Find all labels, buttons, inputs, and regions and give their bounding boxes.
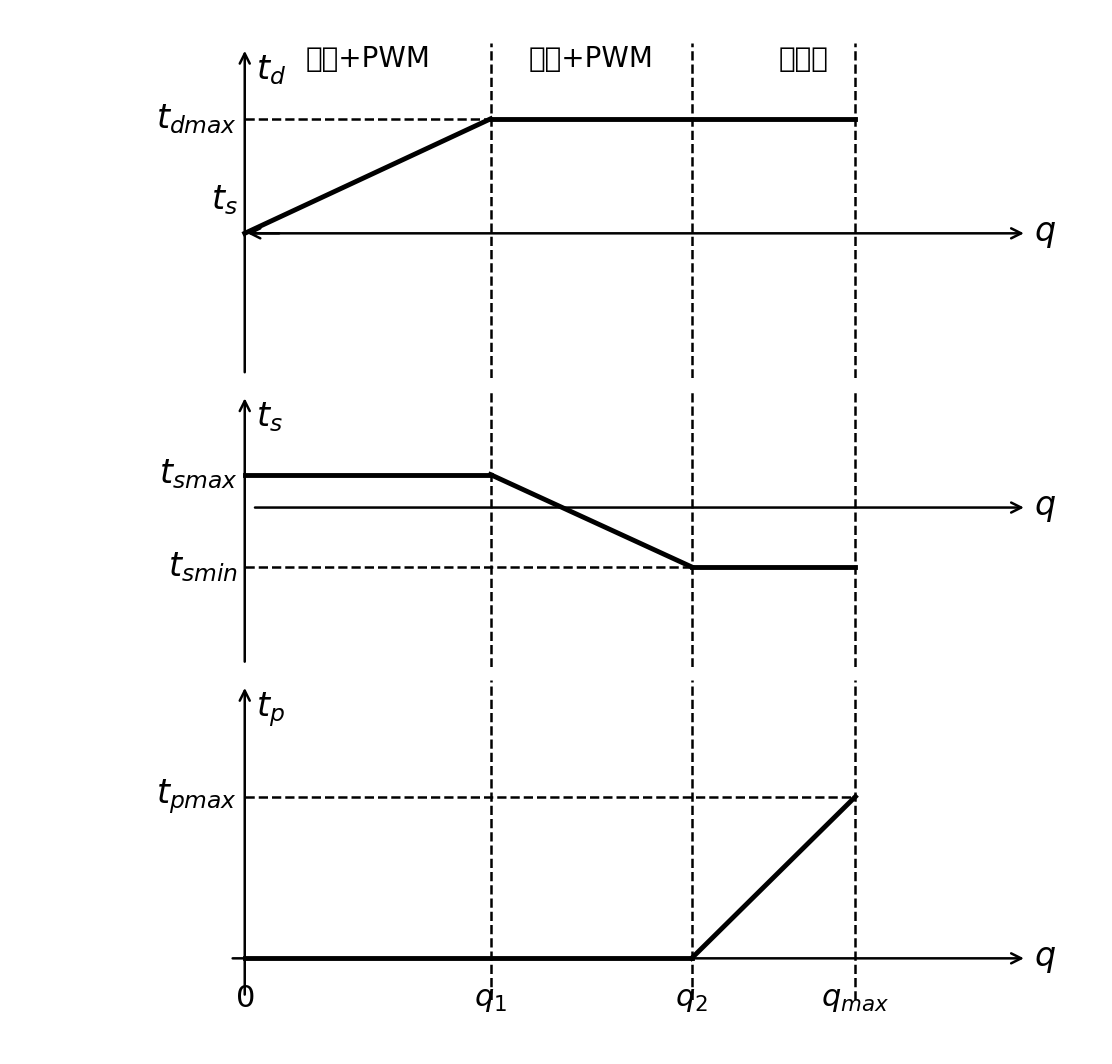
Text: $t_{pmax}$: $t_{pmax}$	[157, 777, 237, 816]
Text: $t_s$: $t_s$	[256, 401, 282, 434]
Text: $q$: $q$	[1034, 217, 1056, 250]
Text: $t_s$: $t_s$	[210, 183, 237, 217]
Text: $q$: $q$	[1034, 942, 1056, 975]
Text: $0$: $0$	[235, 983, 255, 1014]
Text: $q_2$: $q_2$	[675, 983, 708, 1014]
Text: 变频+PWM: 变频+PWM	[528, 46, 654, 73]
Text: $t_p$: $t_p$	[256, 691, 285, 730]
Text: $q_1$: $q_1$	[474, 983, 507, 1014]
Text: 恒频+PWM: 恒频+PWM	[305, 46, 430, 73]
Text: 单移相: 单移相	[778, 46, 828, 73]
Text: $t_{smin}$: $t_{smin}$	[168, 550, 237, 584]
Text: $t_d$: $t_d$	[256, 53, 286, 87]
Text: $q$: $q$	[1034, 492, 1056, 525]
Text: $t_{dmax}$: $t_{dmax}$	[157, 102, 237, 136]
Text: $t_{smax}$: $t_{smax}$	[159, 458, 237, 492]
Text: $q_{max}$: $q_{max}$	[822, 983, 890, 1014]
